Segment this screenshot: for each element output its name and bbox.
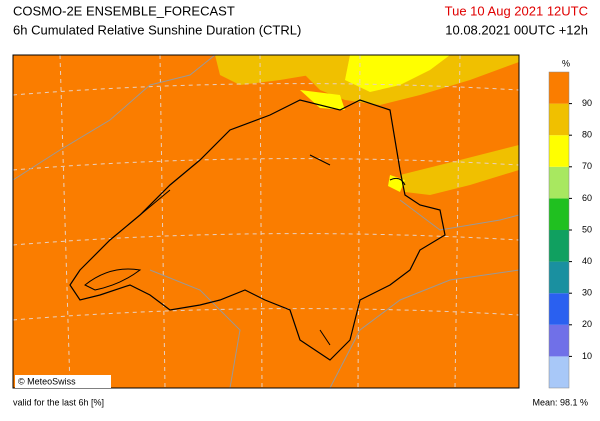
run-info: 10.08.2021 00UTC +12h [445, 22, 588, 37]
colorbar-swatch [549, 72, 569, 104]
credit-box [15, 375, 111, 388]
map-background [13, 55, 519, 388]
colorbar-tick-label: 40 [582, 256, 592, 266]
colorbar-swatch [549, 261, 569, 294]
colorbar-swatch [549, 103, 569, 136]
credit: © MeteoSwiss [18, 376, 76, 386]
colorbar-tick-label: 80 [582, 130, 592, 140]
forecast-date: Tue 10 Aug 2021 12UTC [445, 3, 588, 18]
map-frame [12, 54, 520, 389]
title: COSMO-2E ENSEMBLE_FORECAST [13, 3, 235, 18]
colorbar-swatch [549, 135, 569, 167]
colorbar-tick-label: 30 [582, 288, 592, 298]
colorbar-tick-label: 20 [582, 319, 592, 329]
colorbar-tick-label: 50 [582, 224, 592, 234]
country-border [69, 99, 446, 361]
colorbar-tick-label: 60 [582, 193, 592, 203]
colorbar-swatch [549, 230, 569, 262]
colorbar-swatch [549, 324, 569, 357]
validity: valid for the last 6h [%] [13, 397, 104, 407]
colorbar-swatch [549, 293, 569, 325]
colorbar-tick-label: 70 [582, 161, 592, 171]
colorbar-swatch [549, 198, 569, 230]
colorbar-unit: % [562, 58, 570, 68]
colorbar-tick-label: 10 [582, 351, 592, 361]
colorbar-tick-label: 90 [582, 98, 592, 108]
yellow-area [300, 90, 345, 110]
yellow-area [345, 55, 450, 92]
subtitle: 6h Cumulated Relative Sunshine Duration … [13, 22, 301, 37]
lakes [84, 154, 406, 346]
gold-area [215, 55, 310, 85]
colorbar-swatch [549, 166, 569, 199]
map: © MeteoSwiss [12, 54, 520, 389]
mean: Mean: 98.1 % [532, 397, 588, 407]
graticule [12, 54, 520, 389]
region-borders [12, 54, 520, 389]
colorbar: % 10 20 30 40 50 60 70 80 90 [548, 58, 592, 389]
colorbar-swatch [549, 356, 569, 388]
gold-area [400, 145, 519, 195]
